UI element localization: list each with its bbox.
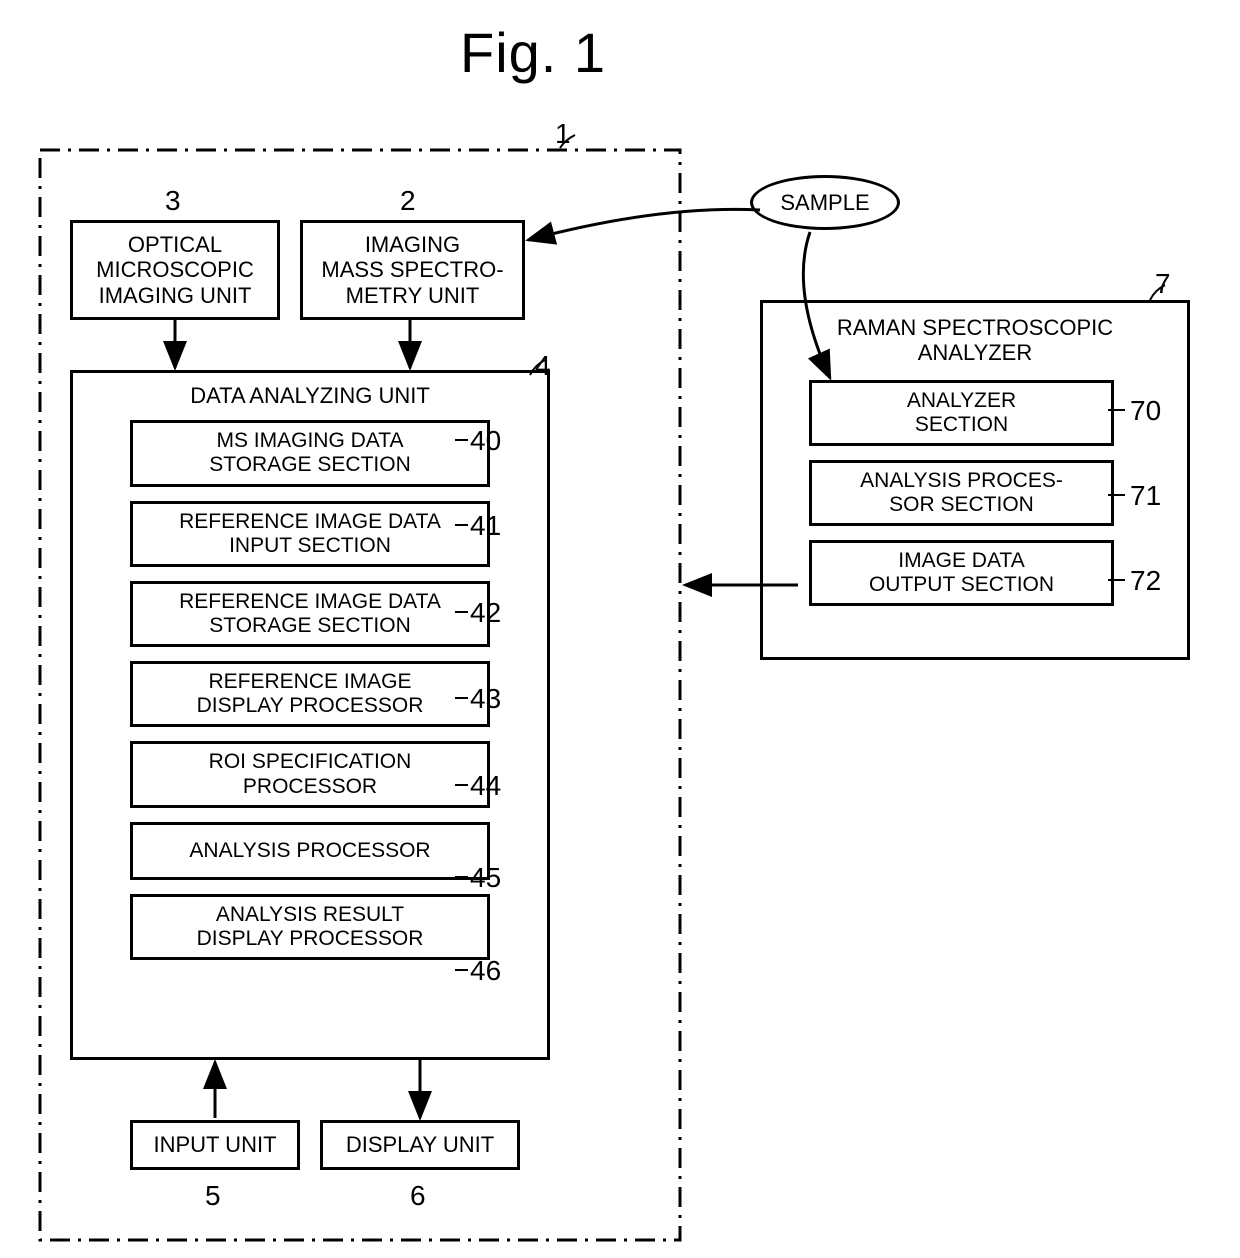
- refnum-46: 46: [470, 955, 501, 987]
- refnum-6: 6: [410, 1180, 426, 1212]
- sample-ellipse: SAMPLE: [750, 175, 900, 230]
- raman-analyzer: RAMAN SPECTROSCOPIC ANALYZER ANALYZER SE…: [760, 300, 1190, 660]
- optical-microscopic-imaging-unit: OPTICAL MICROSCOPIC IMAGING UNIT: [70, 220, 280, 320]
- refnum-45: 45: [470, 862, 501, 894]
- input-unit: INPUT UNIT: [130, 1120, 300, 1170]
- dau-item-6: ANALYSIS RESULT DISPLAY PROCESSOR: [130, 894, 490, 960]
- dau-item-4: ROI SPECIFICATION PROCESSOR: [130, 741, 490, 807]
- refnum-3: 3: [165, 185, 181, 217]
- refnum-42: 42: [470, 597, 501, 629]
- dau-item-0: MS IMAGING DATA STORAGE SECTION: [130, 420, 490, 486]
- imaging-mass-spectrometry-unit: IMAGING MASS SPECTRO- METRY UNIT: [300, 220, 525, 320]
- refnum-71: 71: [1130, 480, 1161, 512]
- raman-item-2: IMAGE DATA OUTPUT SECTION: [809, 540, 1114, 606]
- raman-title: RAMAN SPECTROSCOPIC ANALYZER: [769, 315, 1181, 366]
- refnum-44: 44: [470, 770, 501, 802]
- diagram-canvas: Fig. 1 1 3 2 OPTICAL MICROSCOPIC IMAGING…: [0, 0, 1240, 1258]
- refnum-4: 4: [535, 350, 551, 382]
- refnum-40: 40: [470, 425, 501, 457]
- dau-item-1: REFERENCE IMAGE DATA INPUT SECTION: [130, 501, 490, 567]
- dau-item-3: REFERENCE IMAGE DISPLAY PROCESSOR: [130, 661, 490, 727]
- dau-item-5: ANALYSIS PROCESSOR: [130, 822, 490, 880]
- refnum-41: 41: [470, 510, 501, 542]
- refnum-7: 7: [1155, 268, 1171, 300]
- refnum-5: 5: [205, 1180, 221, 1212]
- refnum-70: 70: [1130, 395, 1161, 427]
- refnum-43: 43: [470, 683, 501, 715]
- dau-item-2: REFERENCE IMAGE DATA STORAGE SECTION: [130, 581, 490, 647]
- dau-title: DATA ANALYZING UNIT: [79, 383, 541, 408]
- raman-item-1: ANALYSIS PROCES- SOR SECTION: [809, 460, 1114, 526]
- refnum-72: 72: [1130, 565, 1161, 597]
- raman-item-0: ANALYZER SECTION: [809, 380, 1114, 446]
- refnum-1: 1: [555, 118, 571, 150]
- figure-title: Fig. 1: [460, 20, 606, 85]
- display-unit: DISPLAY UNIT: [320, 1120, 520, 1170]
- refnum-2: 2: [400, 185, 416, 217]
